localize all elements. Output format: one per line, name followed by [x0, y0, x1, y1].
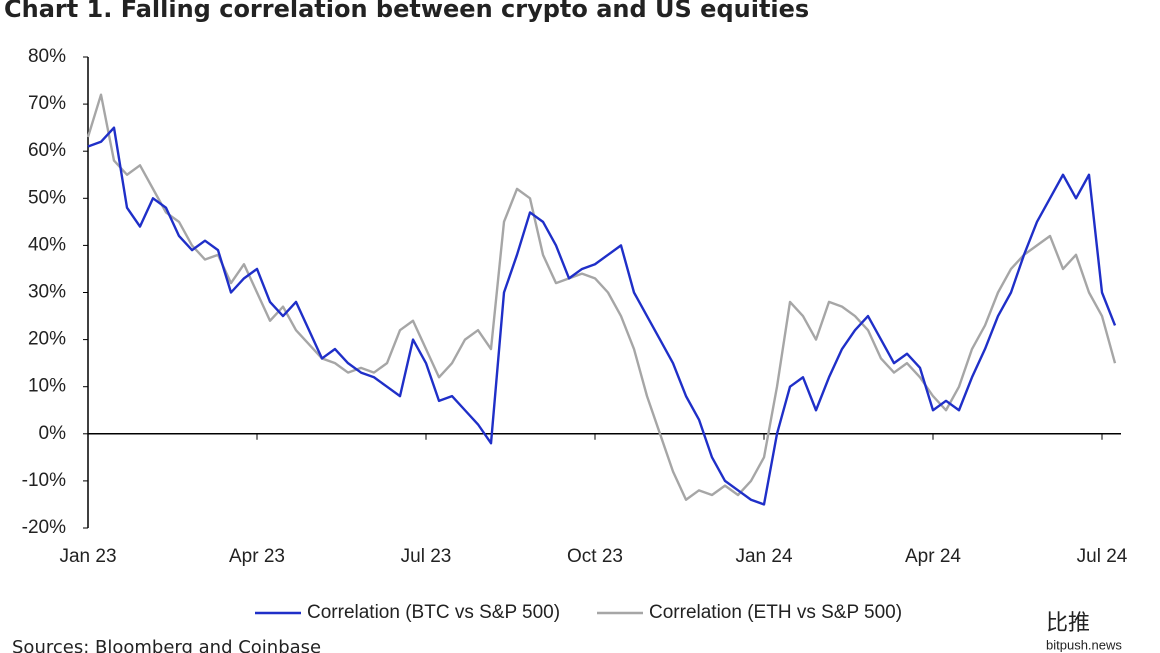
- legend-label: Correlation (BTC vs S&P 500): [307, 602, 560, 623]
- y-tick-label: 0%: [39, 423, 67, 444]
- legend-label: Correlation (ETH vs S&P 500): [649, 602, 902, 623]
- source: Sources: Bloomberg and Coinbase: [12, 637, 321, 653]
- x-tick-label: Apr 23: [229, 546, 285, 567]
- y-tick-label: 60%: [28, 140, 66, 161]
- y-tick-label: 80%: [28, 46, 66, 67]
- watermark-site: bitpush.news: [1046, 637, 1122, 652]
- y-tick-label: 20%: [28, 329, 66, 350]
- y-tick-label: 10%: [28, 376, 66, 397]
- series-line: [86, 93, 1117, 501]
- x-tick-label: Jul 24: [1077, 546, 1128, 567]
- y-tick-label: -20%: [22, 517, 66, 538]
- x-tick-label: Oct 23: [567, 546, 623, 567]
- watermark-logo: 比推: [1046, 611, 1090, 636]
- x-tick-label: Jan 23: [59, 546, 116, 567]
- x-tick-label: Apr 24: [905, 546, 961, 567]
- x-tick-label: Jan 24: [735, 546, 792, 567]
- y-tick-label: 40%: [28, 234, 66, 255]
- y-tick-label: 30%: [28, 282, 66, 303]
- chart-title: Chart 1. Falling correlation between cry…: [4, 0, 809, 23]
- y-tick-label: 50%: [28, 187, 66, 208]
- y-tick-label: 70%: [28, 93, 66, 114]
- x-tick-label: Jul 23: [401, 546, 452, 567]
- series-line: [87, 126, 1117, 506]
- y-tick-label: -10%: [22, 470, 66, 491]
